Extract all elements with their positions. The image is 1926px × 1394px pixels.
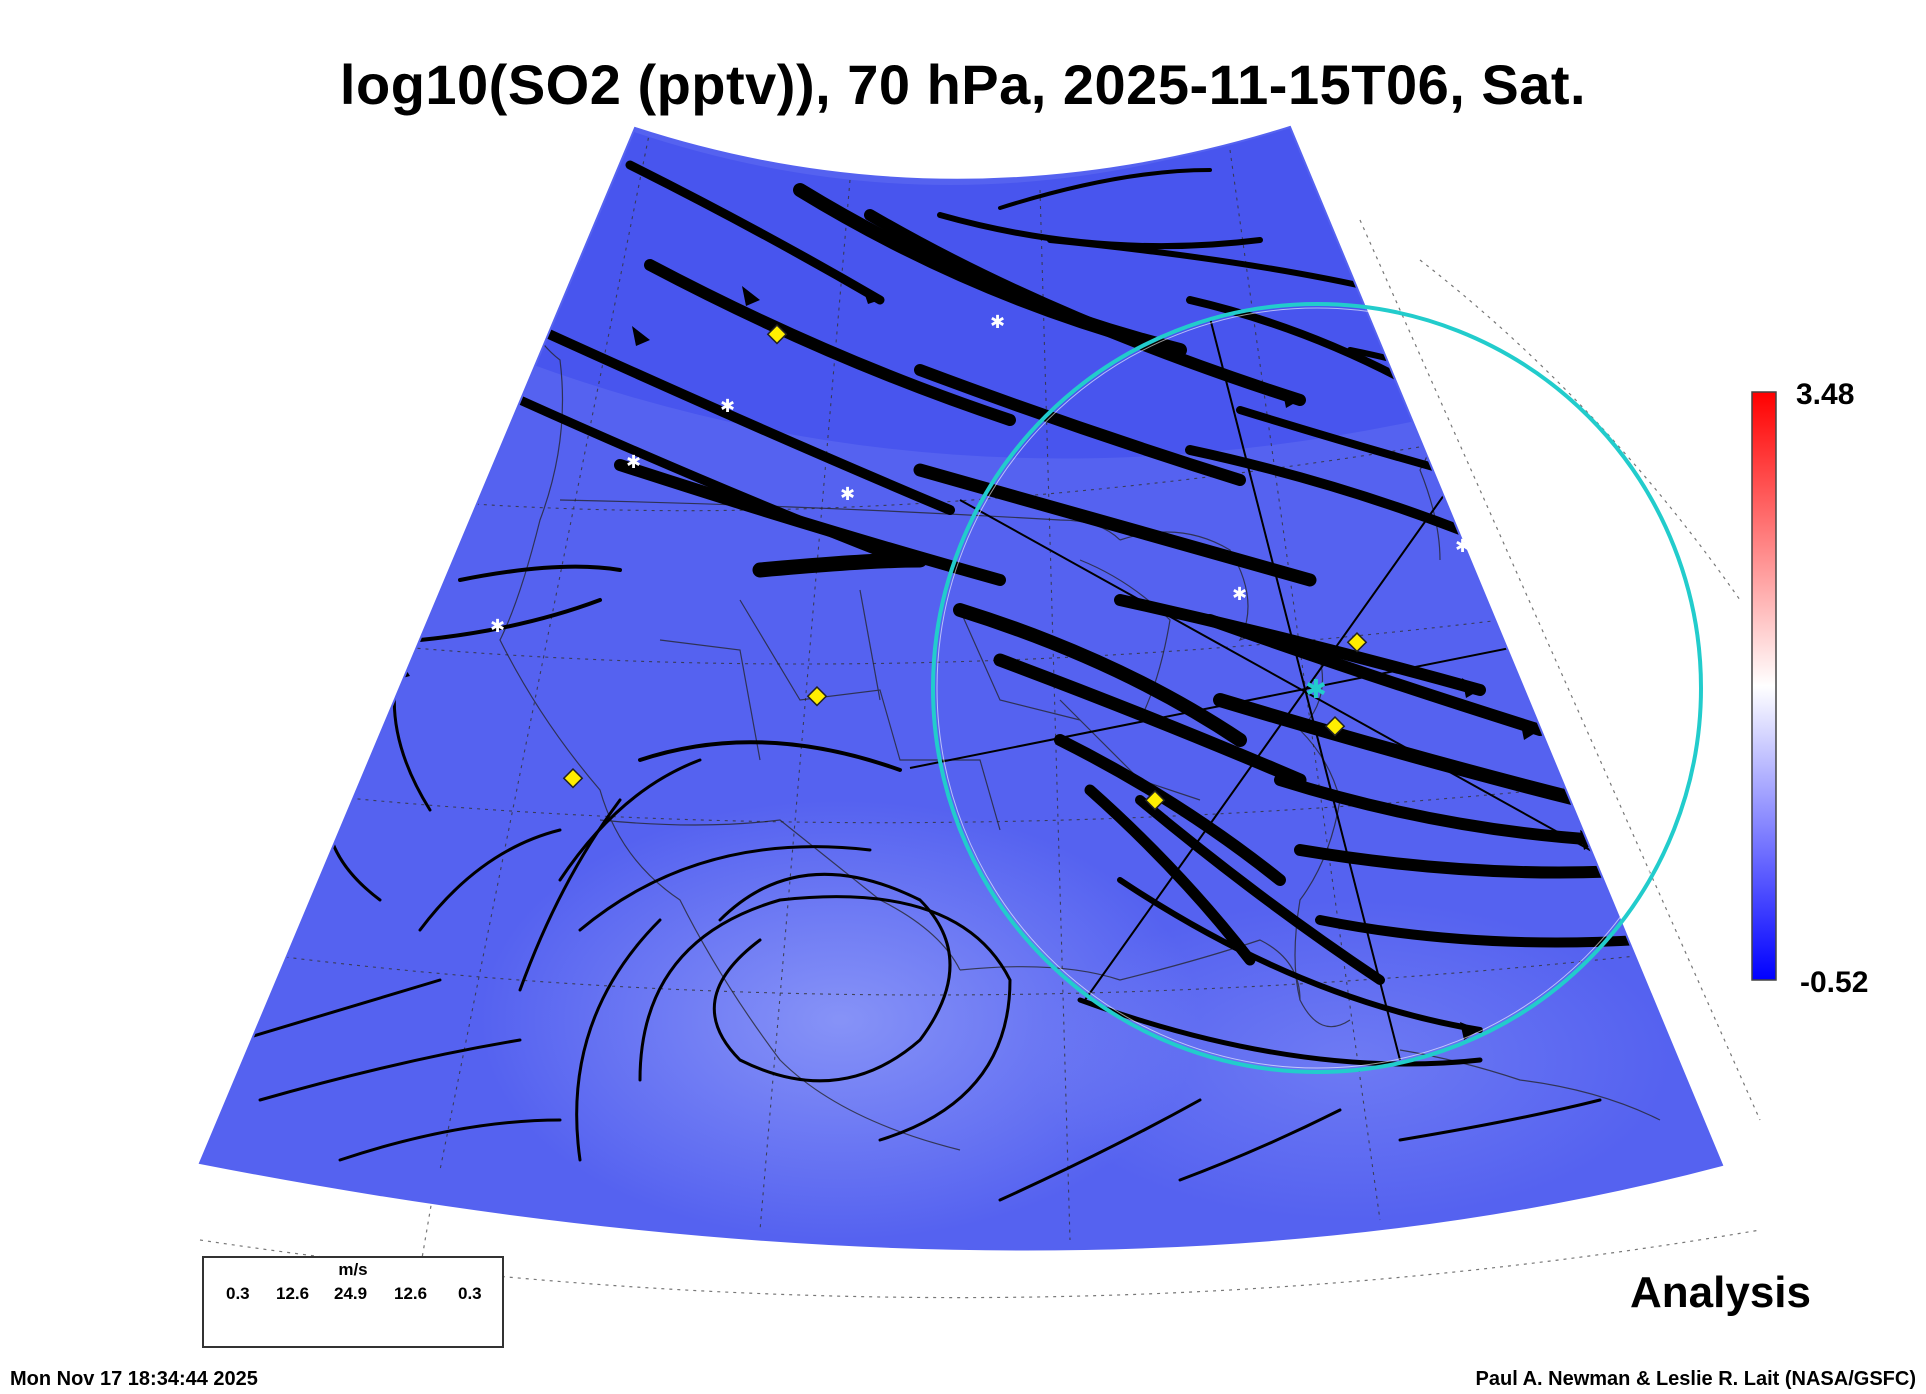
white-star-icon: ✱: [990, 312, 1005, 333]
white-star-icon: ✱: [626, 452, 641, 473]
yellow-diamond-icon: [1144, 790, 1166, 811]
yellow-diamond-icon: [562, 768, 584, 789]
colorbar-min-label: -0.52: [1800, 966, 1869, 999]
yellow-diamond-icon: [1324, 716, 1346, 737]
graticule: [229, 129, 1691, 1241]
white-star-icon: ✱: [1232, 584, 1247, 605]
white-star-icon: ✱: [1455, 536, 1470, 557]
legend-value: 12.6: [276, 1284, 310, 1303]
white-star-icon: ✱: [840, 484, 855, 505]
legend-units: m/s: [338, 1260, 368, 1279]
footer-credit: Paul A. Newman & Leslie R. Lait (NASA/GS…: [1475, 1368, 1916, 1390]
footer-timestamp: Mon Nov 17 18:34:44 2025: [10, 1368, 258, 1390]
wind-speed-legend: m/s 0.3 12.6 24.9 12.6 0.3: [202, 1256, 504, 1348]
center-star-icon: ✱: [1305, 675, 1327, 705]
map-title: log10(SO2 (pptv)), 70 hPa, 2025-11-15T06…: [339, 53, 1587, 116]
diamond-markers: [562, 324, 1368, 811]
yellow-diamond-icon: [806, 686, 828, 707]
legend-value: 0.3: [226, 1284, 250, 1303]
analysis-label: Analysis: [1630, 1268, 1811, 1317]
legend-value: 0.3: [458, 1284, 482, 1303]
white-star-icon: ✱: [720, 396, 735, 417]
white-star-icon: ✱: [490, 616, 505, 637]
yellow-diamond-icon: [1346, 632, 1368, 653]
legend-value: 24.9: [334, 1284, 368, 1303]
star-markers: ✱ ✱ ✱ ✱ ✱ ✱ ✱: [490, 312, 1470, 637]
colorbar-max-label: 3.48: [1796, 378, 1855, 411]
cyan-circle: [931, 302, 1703, 1074]
colorbar: [1751, 391, 1777, 981]
legend-value: 12.6: [394, 1284, 428, 1303]
yellow-diamond-icon: [766, 324, 788, 345]
